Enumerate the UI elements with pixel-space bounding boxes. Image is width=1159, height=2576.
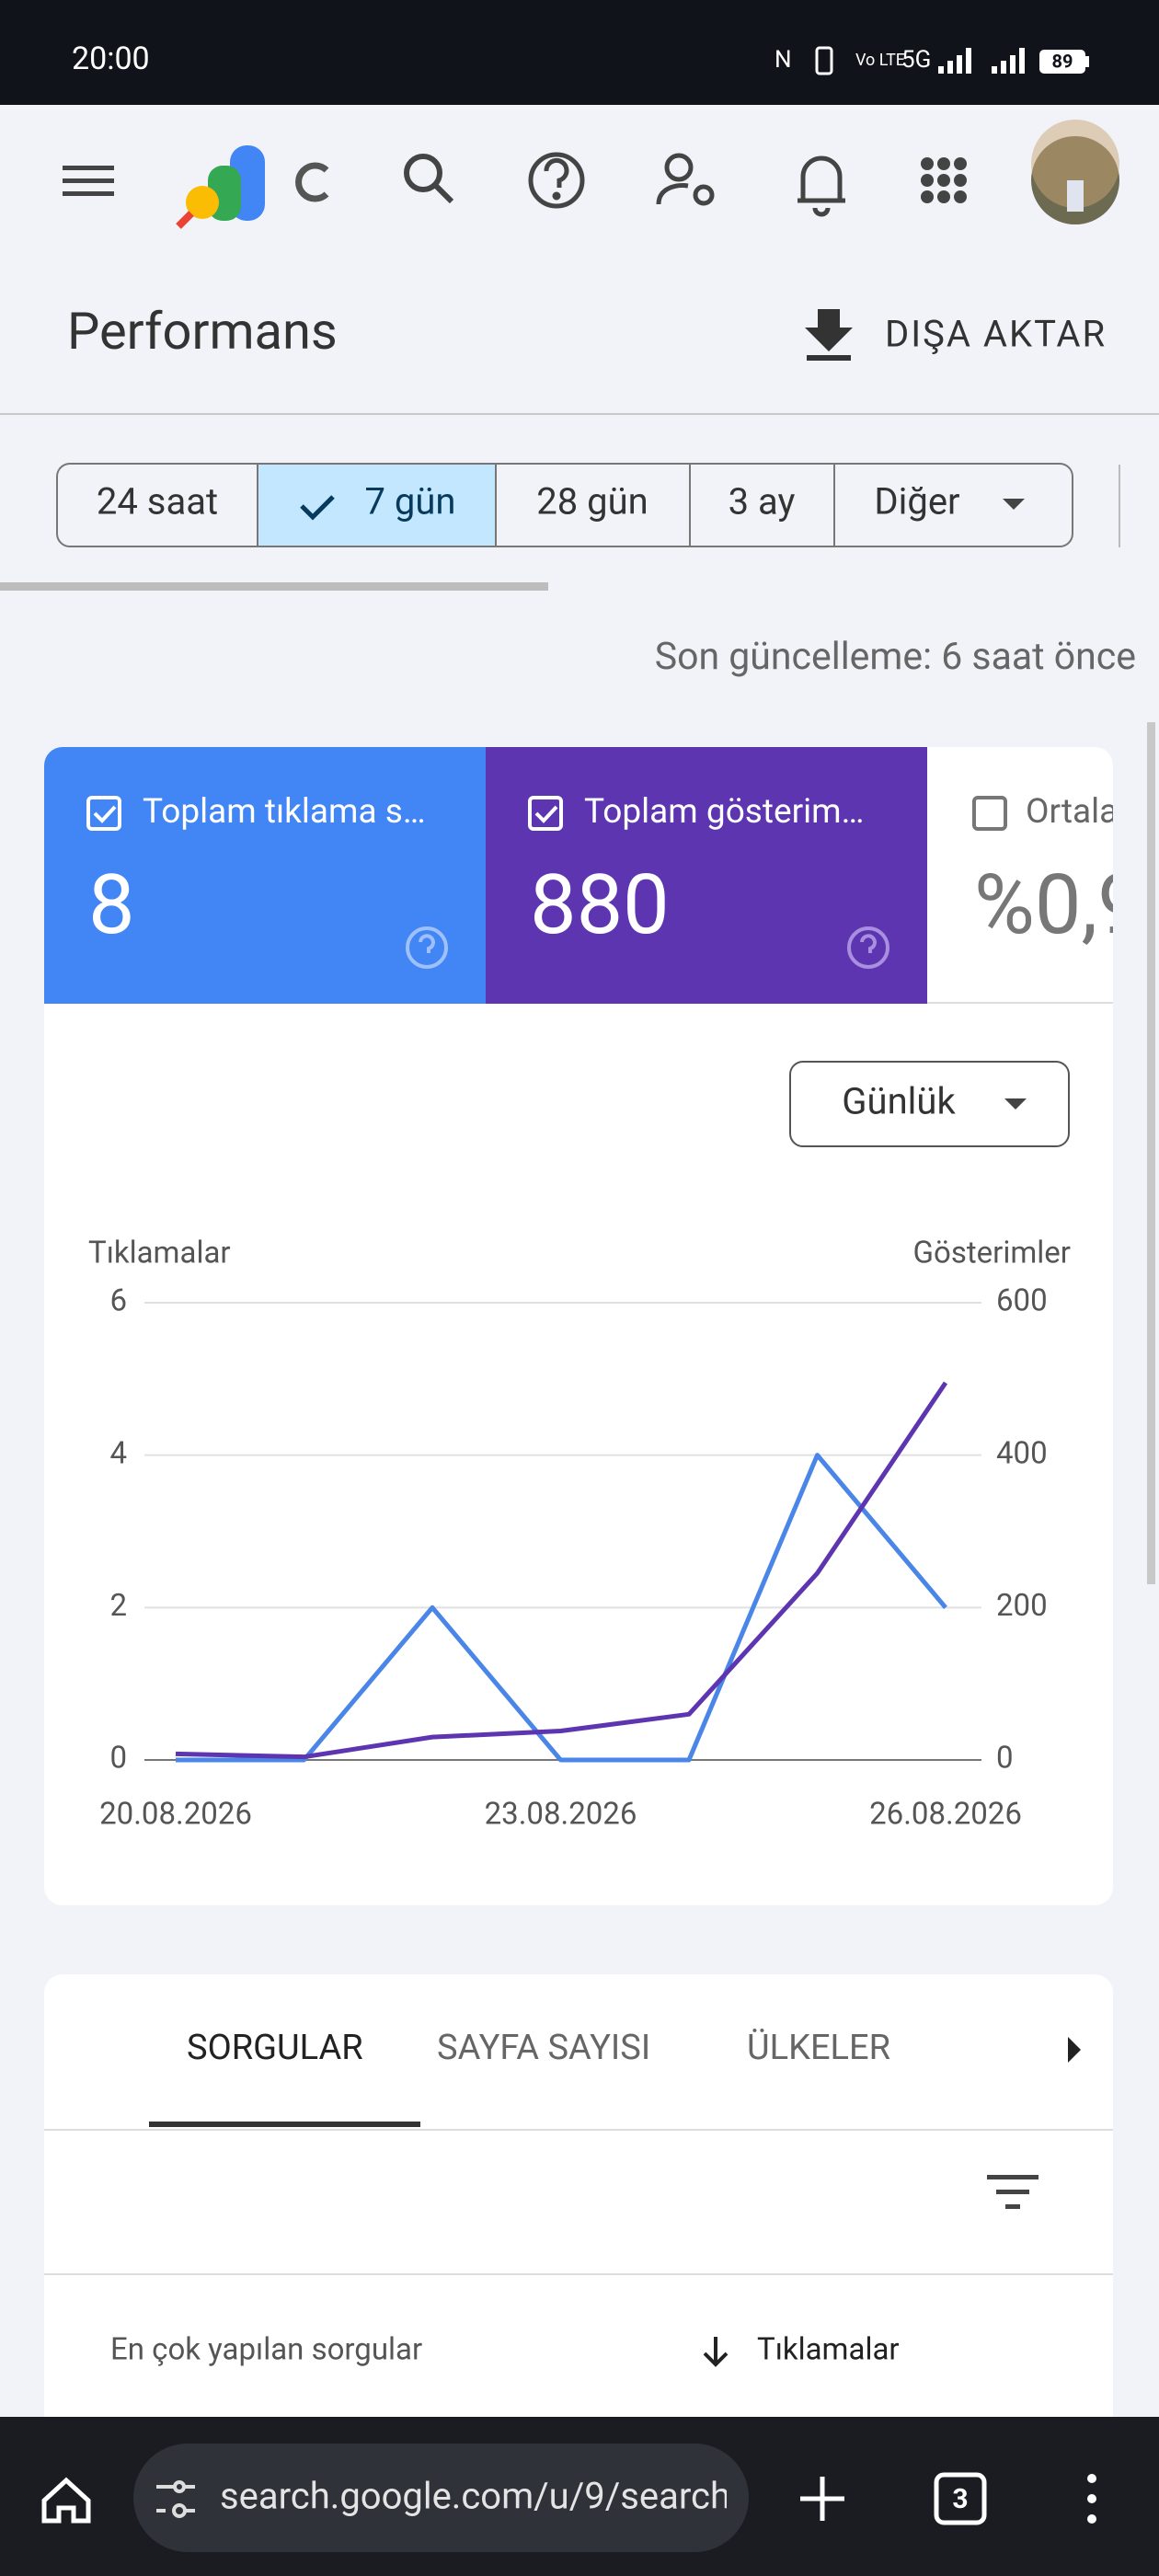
y2-tick-label: 200	[996, 1588, 1048, 1624]
help-icon[interactable]	[528, 152, 585, 209]
line-chart: Tıklamalar Gösterimler 0 2 4 6 0 200 400 600 20.…	[88, 1236, 1071, 1833]
svg-text:5G: 5G	[901, 46, 931, 74]
help-icon[interactable]	[847, 926, 889, 969]
svg-text:N: N	[775, 46, 792, 74]
checkboxes[interactable]	[86, 796, 1007, 831]
divider	[44, 2129, 1113, 2131]
card-label: Toplam tıklama s…	[143, 792, 426, 832]
range-24h[interactable]: 24 saat	[97, 480, 218, 523]
home-icon[interactable]	[41, 2477, 91, 2524]
download-icon[interactable]	[805, 309, 853, 361]
bell-icon[interactable]	[798, 155, 845, 217]
export-button[interactable]: DIŞA AKTAR	[885, 313, 1107, 356]
user-settings-icon[interactable]	[656, 153, 715, 206]
interval-dropdown[interactable]	[789, 1061, 1070, 1147]
status-bar	[0, 0, 1159, 105]
tabs-button[interactable]	[934, 2472, 987, 2525]
tab-indicator	[149, 2122, 420, 2127]
x-tick-label: 20.08.2026	[99, 1797, 252, 1833]
y-tick-label: 6	[109, 1283, 127, 1319]
column-header[interactable]: Tıklamalar	[757, 2332, 900, 2368]
site-settings-icon[interactable]	[156, 2480, 195, 2518]
card-value: 880	[530, 857, 670, 953]
tab-active[interactable]: SORGULAR	[187, 2028, 363, 2068]
x-tick-label: 26.08.2026	[869, 1797, 1022, 1833]
new-tab-icon[interactable]	[800, 2477, 844, 2521]
chart-card	[44, 747, 1113, 1905]
series-line	[175, 1381, 948, 1760]
last-update: Son güncelleme: 6 saat önce	[655, 635, 1136, 679]
y2-axis-label: Gösterimler	[913, 1236, 1071, 1271]
clicks-card[interactable]	[44, 747, 486, 1004]
range-group	[56, 463, 1120, 547]
sort-arrow	[703, 2337, 729, 2367]
y-tick-label: 4	[109, 1435, 127, 1471]
avatar[interactable]	[1031, 120, 1119, 224]
y2-tick-label: 0	[996, 1741, 1014, 1777]
column-header: En çok yapılan sorgular	[110, 2332, 422, 2368]
card-label: Toplam gösterim…	[584, 792, 864, 832]
y2-tick-label: 400	[996, 1435, 1048, 1471]
range-other[interactable]: Diğer	[874, 480, 959, 523]
range-7d[interactable]: 7 gün	[364, 480, 455, 523]
y-tick-label: 2	[109, 1588, 127, 1624]
svg-text:Vo LTE: Vo LTE	[855, 51, 905, 70]
url-bar[interactable]	[133, 2444, 749, 2552]
filter-icon[interactable]	[987, 2175, 1039, 2209]
range-3m[interactable]: 3 ay	[729, 480, 796, 523]
page-title: Performans	[67, 301, 338, 362]
tab-count: 3	[952, 2483, 968, 2515]
dropdown-arrow	[1004, 1098, 1027, 1110]
y-axis-label: Tıklamalar	[88, 1236, 231, 1271]
page-scrollbar	[1147, 722, 1155, 1584]
time: 20:00	[72, 40, 150, 77]
search-icon[interactable]	[404, 154, 454, 204]
card-value: %0,9	[974, 857, 1144, 953]
url-text: search.google.com/u/9/search	[220, 2475, 730, 2518]
y-tick-label: 0	[109, 1741, 127, 1777]
x-tick-label: 23.08.2026	[485, 1797, 637, 1833]
battery: 89	[1052, 50, 1073, 72]
interval-label: Günlük	[842, 1080, 956, 1123]
tab-scroll-arrow[interactable]	[1068, 2037, 1081, 2063]
range-28d[interactable]: 28 gün	[536, 480, 648, 523]
scrollbar	[0, 582, 548, 591]
divider	[44, 2273, 1113, 2275]
series-line	[176, 1453, 947, 1763]
logo	[176, 145, 329, 229]
card-value: 8	[88, 857, 135, 953]
divider	[0, 413, 1159, 415]
tab[interactable]: SAYFA SAYISI	[437, 2028, 650, 2068]
apps-icon[interactable]	[921, 157, 967, 203]
status-icons: N Vo LTE 5G	[775, 46, 1089, 75]
menu-icon[interactable]	[63, 166, 114, 196]
more-menu[interactable]	[1087, 2474, 1096, 2524]
y2-tick-label: 600	[996, 1283, 1048, 1319]
tab[interactable]: ÜLKELER	[747, 2027, 890, 2068]
card-label: Ortala	[1026, 792, 1118, 832]
help-icon[interactable]	[406, 926, 448, 969]
card-divider	[927, 1002, 1113, 1004]
